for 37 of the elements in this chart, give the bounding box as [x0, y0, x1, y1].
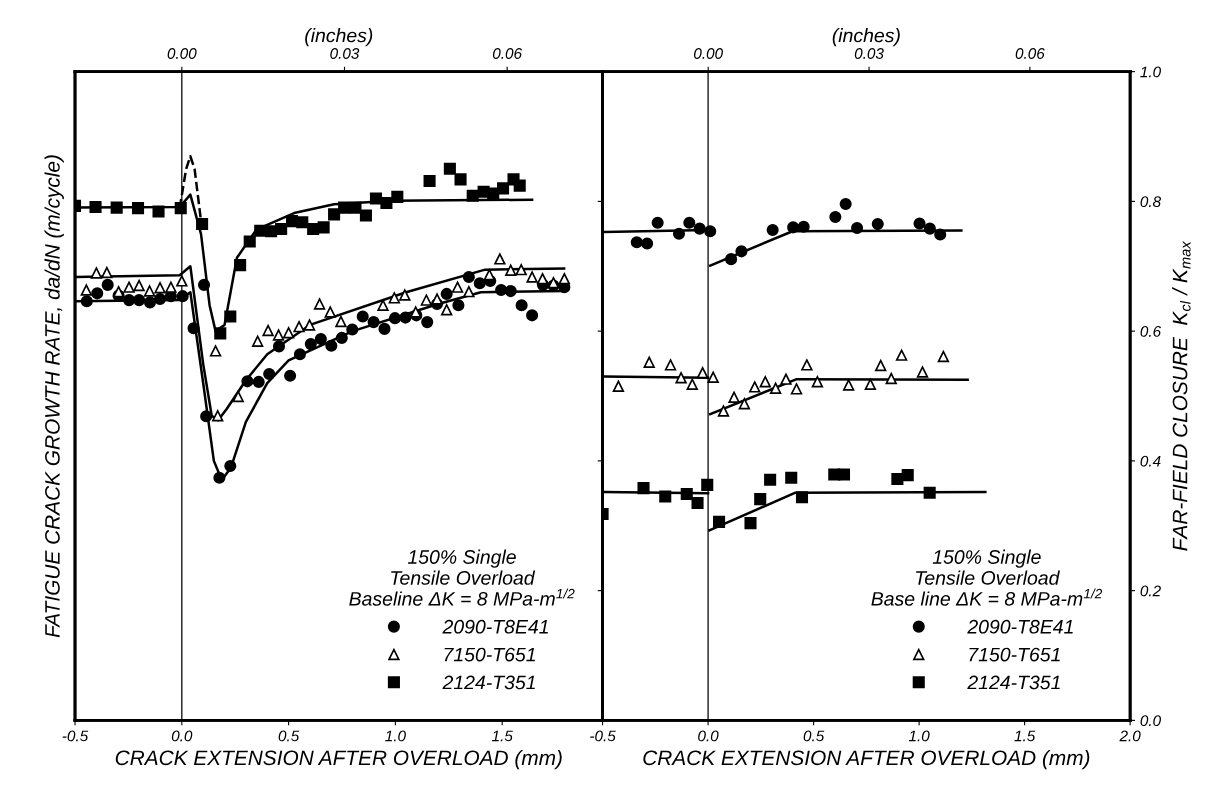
x2-tick-label: 0.00 [167, 48, 197, 59]
legend-title: 150% Single Tensile Overload Base line ΔK = 8 MPa-m$^{1/2}$ [871, 549, 1103, 606]
x2-axis-title: (inches) [832, 28, 900, 47]
x2-tick-label: 0.00 [694, 48, 723, 59]
x-axis-title: CRACK EXTENSION AFTER OVERLOAD (mm) [115, 749, 562, 770]
x-tick-label: 1.5 [1014, 730, 1036, 742]
x-tick-label: 1.5 [491, 730, 513, 742]
legend-label: 2124-T351 [967, 675, 1060, 690]
x2-tick-label: 0.03 [854, 48, 884, 59]
x2-tick-label: 0.03 [330, 48, 360, 59]
x-tick-label: 0.5 [803, 730, 825, 742]
x-axis-title: CRACK EXTENSION AFTER OVERLOAD (mm) [643, 749, 1090, 770]
y-tick-label: 0.8 [1140, 196, 1162, 208]
x-tick-label: 0.0 [698, 730, 719, 742]
x2-tick-label: 0.06 [1015, 48, 1045, 59]
x-tick-label: -0.5 [62, 730, 89, 742]
x2-tick-label: 0.06 [492, 48, 523, 59]
legend-label: 2124-T351 [442, 675, 535, 690]
legend-label: 7150-T651 [444, 647, 535, 662]
x-tick-label: 2.0 [1119, 730, 1141, 742]
x-tick-label: 0.0 [171, 730, 193, 742]
y-tick-label: 0.0 [1140, 715, 1161, 727]
y-axis-title: FAR-FIELD CLOSURE K$_{cl}$ / K$_{max}$ [1172, 240, 1191, 551]
y-tick-label: 0.4 [1140, 455, 1161, 467]
y-tick-label: 0.6 [1140, 326, 1162, 337]
x-tick-label: 0.5 [278, 730, 300, 742]
legend-title: 150% Single Tensile Overload Baseline ΔK = 8 MPa-m$^{1/2}$ [349, 549, 575, 606]
x-tick-label: 1.0 [385, 730, 406, 742]
y-tick-label: 1.0 [1140, 66, 1161, 78]
x2-axis-title: (inches) [305, 28, 373, 47]
x-tick-label: -0.5 [590, 730, 616, 742]
legend-label: 2090-T8E41 [967, 619, 1073, 634]
x-tick-label: 1.0 [908, 730, 930, 742]
legend-label: 2090-T8E41 [442, 619, 548, 634]
y-tick-label: 0.2 [1140, 585, 1161, 597]
legend-label: 7150-T651 [969, 647, 1060, 662]
y-axis-title: FATIGUE CRACK GROWTH RATE, da/dN (m/cycle) [44, 155, 64, 638]
